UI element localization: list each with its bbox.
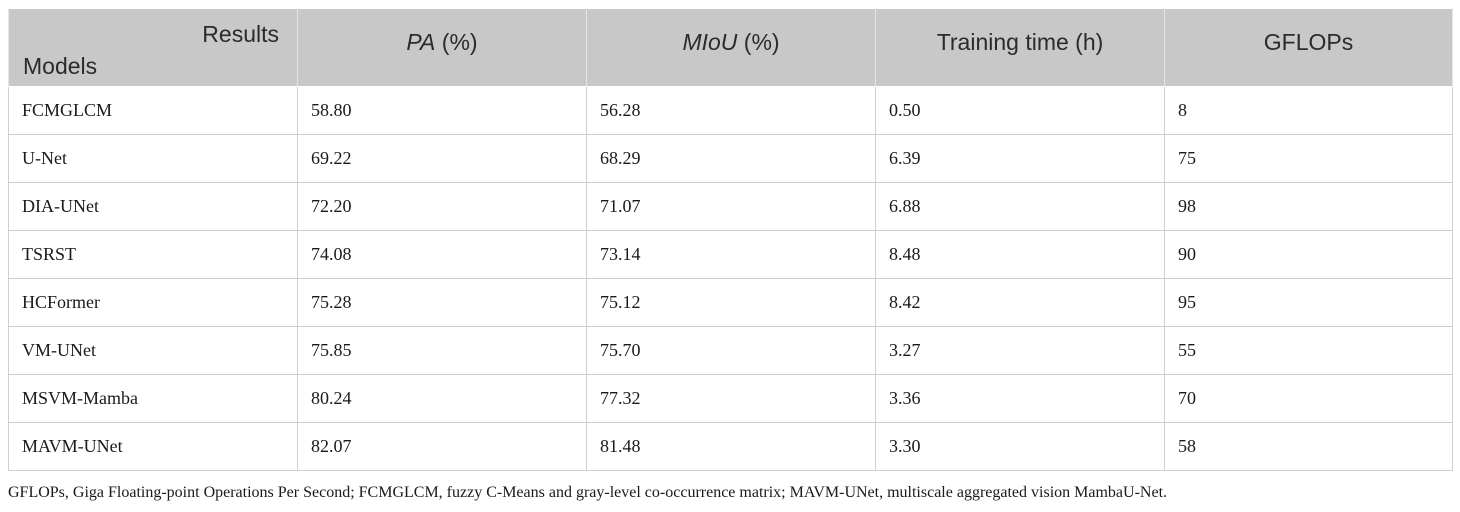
miou-cell: 73.14	[586, 230, 876, 279]
table-row: MSVM-Mamba 80.24 77.32 3.36 70	[8, 374, 1453, 423]
model-name-cell: MSVM-Mamba	[8, 374, 298, 423]
model-name-cell: TSRST	[8, 230, 298, 279]
training-time-cell: 0.50	[875, 86, 1165, 135]
miou-cell: 56.28	[586, 86, 876, 135]
training-time-cell: 3.36	[875, 374, 1165, 423]
pa-cell: 74.08	[297, 230, 587, 279]
column-header-gflops-label: GFLOPs	[1263, 29, 1354, 55]
column-header-miou: MIoU (%)	[586, 8, 876, 87]
table-row: VM-UNet 75.85 75.70 3.27 55	[8, 326, 1453, 375]
column-header-gflops: GFLOPs	[1164, 8, 1453, 87]
column-header-training-time: Training time (h)	[875, 8, 1165, 87]
header-row: Results Models PA (%) MIoU (%) Training …	[8, 8, 1453, 87]
model-name-cell: MAVM-UNet	[8, 422, 298, 471]
table-row: U-Net 69.22 68.29 6.39 75	[8, 134, 1453, 183]
training-time-cell: 6.88	[875, 182, 1165, 231]
model-name-cell: HCFormer	[8, 278, 298, 327]
model-name-cell: FCMGLCM	[8, 86, 298, 135]
pa-cell: 58.80	[297, 86, 587, 135]
gflops-cell: 70	[1164, 374, 1453, 423]
model-name-cell: U-Net	[8, 134, 298, 183]
miou-cell: 75.12	[586, 278, 876, 327]
table-footnote: GFLOPs, Giga Floating-point Operations P…	[8, 484, 1168, 501]
pa-cell: 75.28	[297, 278, 587, 327]
model-name-cell: DIA-UNet	[8, 182, 298, 231]
training-time-cell: 8.48	[875, 230, 1165, 279]
miou-cell: 68.29	[586, 134, 876, 183]
corner-models-label: Models	[23, 53, 98, 79]
column-header-miou-metric: MIoU	[682, 29, 738, 55]
gflops-cell: 55	[1164, 326, 1453, 375]
miou-cell: 81.48	[586, 422, 876, 471]
column-header-pa: PA (%)	[297, 8, 587, 87]
gflops-cell: 95	[1164, 278, 1453, 327]
training-time-cell: 8.42	[875, 278, 1165, 327]
pa-cell: 80.24	[297, 374, 587, 423]
miou-cell: 71.07	[586, 182, 876, 231]
gflops-cell: 8	[1164, 86, 1453, 135]
gflops-cell: 98	[1164, 182, 1453, 231]
training-time-cell: 3.30	[875, 422, 1165, 471]
corner-results-label: Results	[202, 21, 279, 47]
column-header-miou-unit: (%)	[737, 29, 780, 55]
miou-cell: 75.70	[586, 326, 876, 375]
table-row: TSRST 74.08 73.14 8.48 90	[8, 230, 1453, 279]
table-row: MAVM-UNet 82.07 81.48 3.30 58	[8, 422, 1453, 471]
table-row: FCMGLCM 58.80 56.28 0.50 8	[8, 86, 1453, 135]
pa-cell: 82.07	[297, 422, 587, 471]
gflops-cell: 90	[1164, 230, 1453, 279]
training-time-cell: 6.39	[875, 134, 1165, 183]
corner-header: Results Models	[8, 8, 298, 87]
column-header-training-time-label: Training time (h)	[936, 29, 1104, 55]
miou-cell: 77.32	[586, 374, 876, 423]
table-row: DIA-UNet 72.20 71.07 6.88 98	[8, 182, 1453, 231]
column-header-pa-unit: (%)	[435, 29, 478, 55]
results-table: Results Models PA (%) MIoU (%) Training …	[8, 8, 1453, 471]
results-table-container: Results Models PA (%) MIoU (%) Training …	[8, 8, 1453, 471]
model-name-cell: VM-UNet	[8, 326, 298, 375]
pa-cell: 75.85	[297, 326, 587, 375]
column-header-pa-metric: PA	[406, 29, 436, 55]
pa-cell: 72.20	[297, 182, 587, 231]
gflops-cell: 75	[1164, 134, 1453, 183]
gflops-cell: 58	[1164, 422, 1453, 471]
pa-cell: 69.22	[297, 134, 587, 183]
training-time-cell: 3.27	[875, 326, 1165, 375]
table-row: HCFormer 75.28 75.12 8.42 95	[8, 278, 1453, 327]
